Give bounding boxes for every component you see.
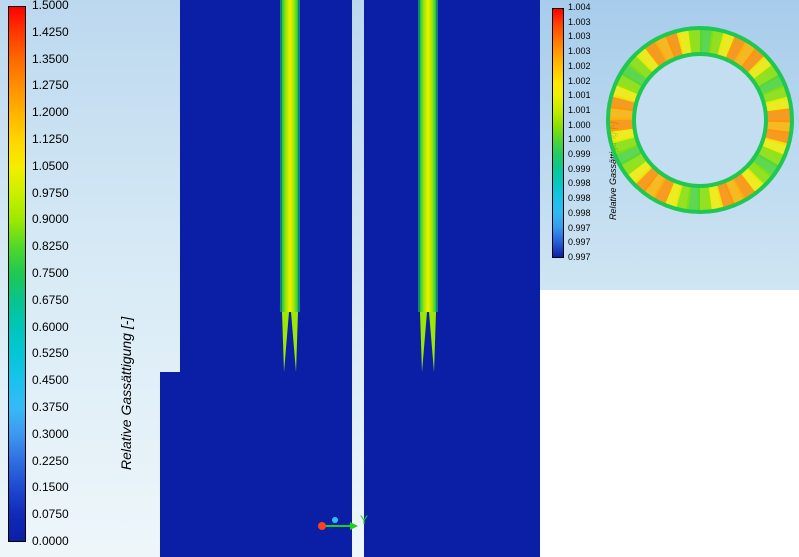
ring-hole <box>636 56 764 184</box>
figure-canvas: Y 1.50001.42501.35001.27501.20001.12501.… <box>0 0 799 557</box>
ring-cross-section <box>0 0 799 557</box>
